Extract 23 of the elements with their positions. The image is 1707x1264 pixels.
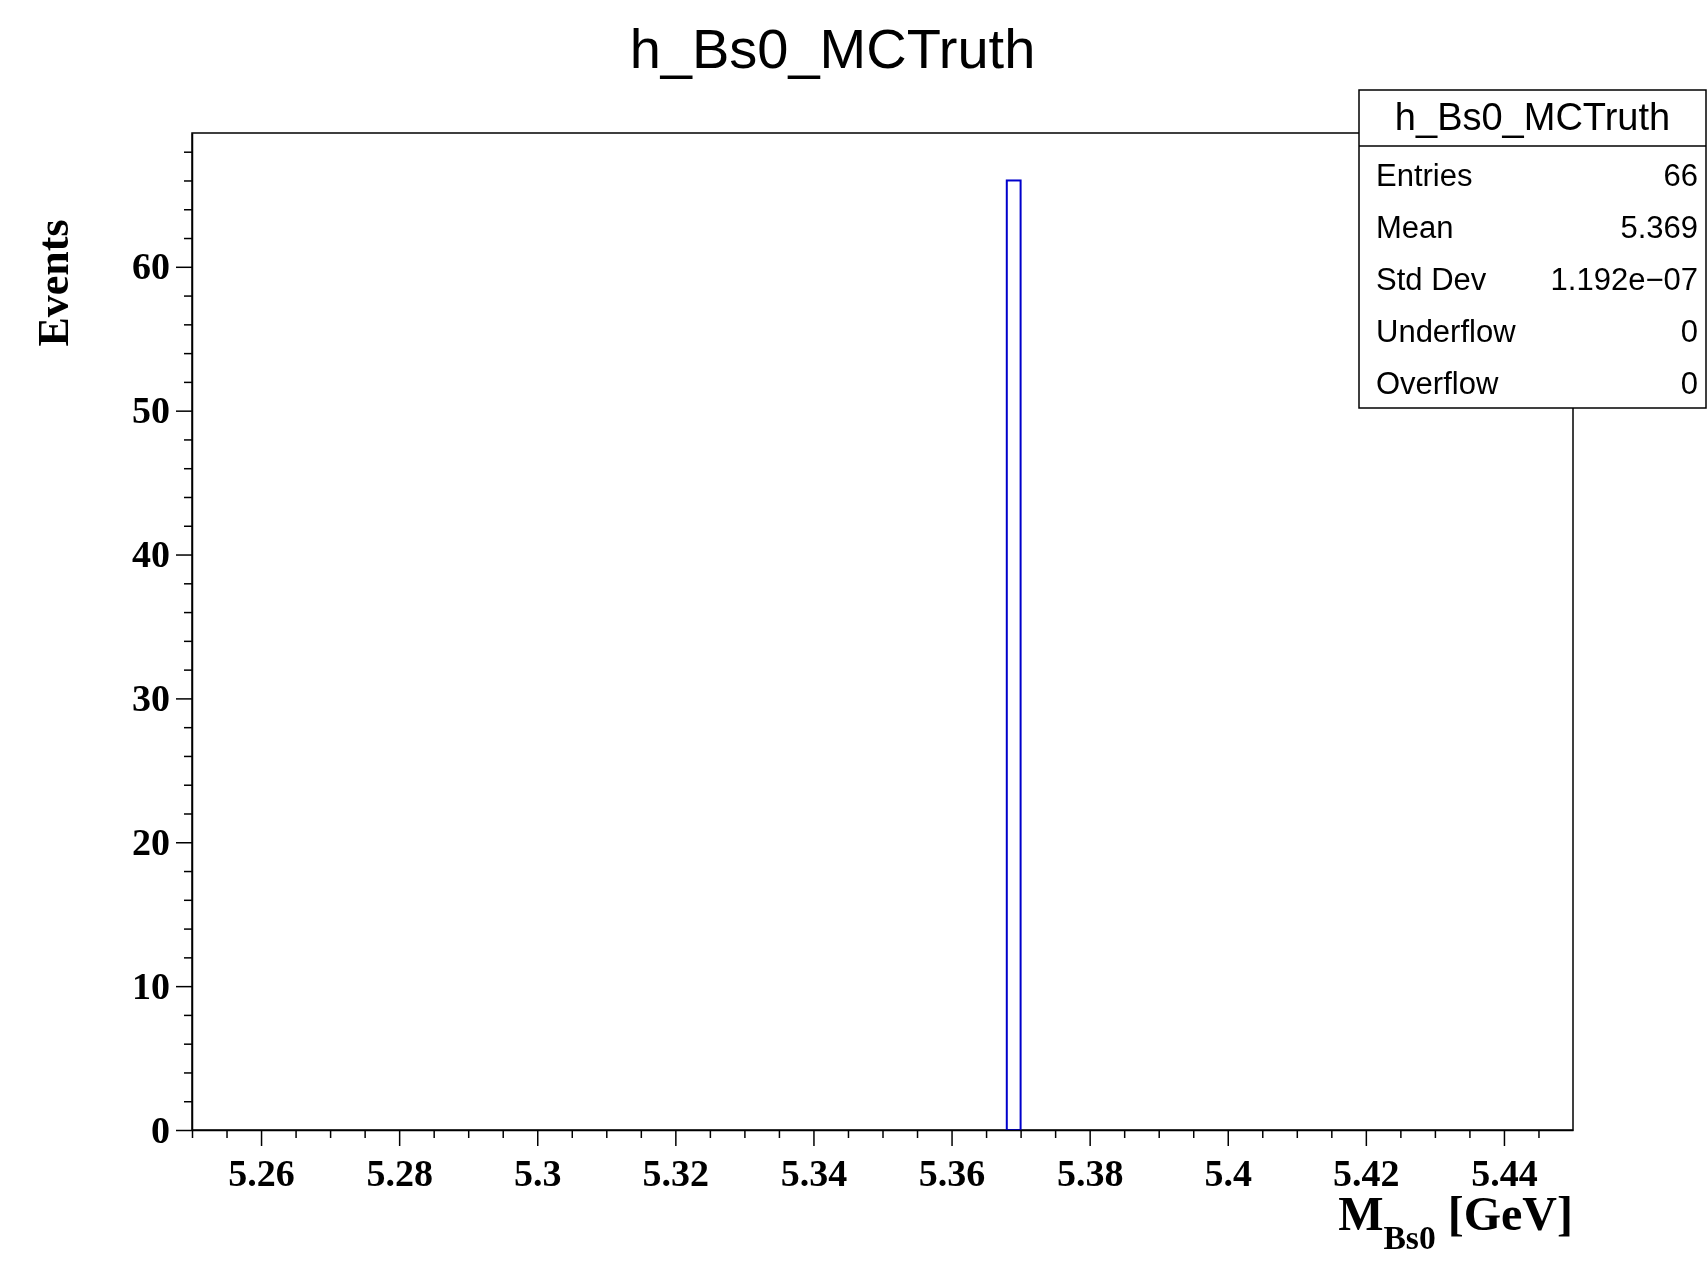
x-tick-label: 5.38 xyxy=(1056,1152,1124,1194)
x-tick-label: 5.36 xyxy=(918,1152,986,1194)
text: Entries 66 xyxy=(1376,158,1698,193)
text: Std Dev 1.192e−07 xyxy=(1376,262,1698,297)
y-tick-label: 40 xyxy=(132,533,170,576)
x-tick-label: 5.34 xyxy=(780,1152,848,1194)
x-tick-label: 5.4 xyxy=(1204,1152,1252,1194)
x-tick-label: 5.3 xyxy=(514,1152,562,1194)
y-tick-label: 20 xyxy=(132,820,170,863)
text: Mean 5.369 xyxy=(1376,210,1698,245)
y-tick-label: 10 xyxy=(132,964,170,1007)
y-tick-label: 30 xyxy=(132,677,170,720)
annotation: h_Bs0_MCTruth xyxy=(1394,96,1671,138)
x-tick-label: 5.26 xyxy=(228,1152,295,1194)
x-tick-label: 5.32 xyxy=(642,1152,710,1194)
chart-title: h_Bs0_MCTruth xyxy=(629,17,1036,80)
y-axis-title: Events xyxy=(29,219,78,347)
text: Overflow 0 xyxy=(1376,366,1698,401)
text: Underflow 0 xyxy=(1376,314,1698,349)
y-tick-label: 50 xyxy=(132,389,170,432)
y-tick-label: 60 xyxy=(132,245,170,288)
x-tick-label: 5.28 xyxy=(366,1152,433,1194)
y-tick-label: 0 xyxy=(151,1108,170,1151)
